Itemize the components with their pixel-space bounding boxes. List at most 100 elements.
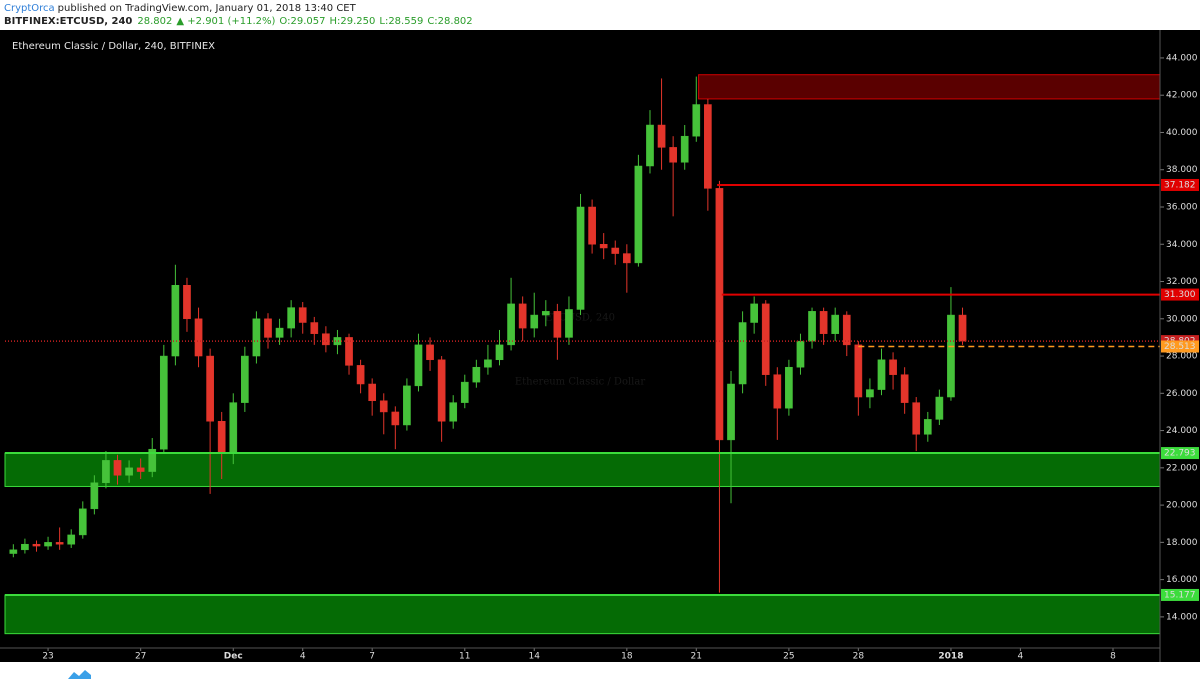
candle-body (206, 355, 214, 422)
price-label: 15.177 (1161, 588, 1199, 601)
y-tick-label: 44.000 (1166, 53, 1198, 63)
price-label: 28.513 (1161, 340, 1199, 353)
candle-body (611, 247, 620, 254)
candle-body (484, 359, 492, 368)
candle-body (345, 337, 353, 366)
candle-body (576, 206, 585, 310)
price-label: 37.182 (1161, 178, 1199, 191)
candle-body (21, 543, 29, 551)
candle-body (55, 542, 64, 545)
price-label-text: 37.182 (1164, 180, 1196, 190)
candle-body (507, 303, 515, 346)
zone (4, 452, 1161, 487)
candle-body (67, 534, 76, 545)
candle-body (113, 460, 122, 476)
candle-body (750, 303, 759, 323)
candle-body (599, 244, 608, 249)
candle-body (183, 284, 191, 320)
candle-body (669, 147, 677, 163)
x-tick-label: 25 (783, 652, 794, 662)
price-label-text: 15.177 (1164, 590, 1196, 600)
y-tick-label: 28.000 (1166, 352, 1198, 362)
candle-body (102, 460, 110, 483)
price-label-box (1161, 588, 1199, 601)
candle-body (194, 318, 203, 357)
header-bar (0, 0, 1200, 30)
candle-body (298, 307, 307, 323)
y-tick-label: 42.000 (1166, 91, 1198, 101)
candle-body (368, 383, 377, 402)
candle-body (125, 467, 133, 476)
candle-body (449, 402, 458, 422)
y-tick-label: 32.000 (1166, 277, 1198, 287)
candle-body (808, 311, 816, 342)
price-label-box (1161, 340, 1199, 353)
candle-body (831, 314, 840, 334)
x-tick-label: 2018 (938, 652, 963, 662)
candle-body (715, 188, 724, 441)
candle-body (738, 322, 747, 385)
x-tick-label: 18 (621, 652, 633, 662)
candle-body (622, 253, 631, 264)
candle-body (310, 322, 319, 334)
candle-body (773, 374, 782, 409)
x-tick-label: 21 (691, 652, 702, 662)
ohlc: O:29.057 (279, 16, 325, 27)
chart-legend: Ethereum Classic / Dollar, 240, BITFINEX (12, 41, 215, 52)
candle-body (403, 385, 411, 426)
zone (4, 594, 1161, 635)
author[interactable]: CryptOrca (4, 3, 55, 14)
header-line: CryptOrca published on TradingView.com, J… (4, 3, 357, 14)
x-tick-label: 23 (42, 652, 53, 662)
candle-body (437, 359, 446, 422)
candle-body (727, 383, 735, 441)
candle-body (229, 402, 238, 454)
candle-body (889, 359, 897, 375)
watermark: ETCUSD, 240 (545, 313, 615, 324)
candle-body (565, 309, 573, 338)
candle-body (704, 104, 712, 189)
candle-body (530, 314, 539, 329)
candle-body (414, 344, 423, 387)
y-tick-label: 18.000 (1166, 538, 1198, 548)
candle-body (854, 344, 863, 398)
y-tick-label: 20.000 (1166, 501, 1198, 511)
candle-body (877, 359, 886, 390)
candle-body (78, 508, 87, 536)
candle-body (460, 381, 469, 403)
x-tick-label: 4 (300, 652, 306, 662)
candle-body (680, 135, 689, 163)
zone (698, 74, 1161, 100)
candle-body (90, 482, 99, 510)
candle-body (252, 318, 261, 357)
price-label-text: 31.300 (1164, 290, 1196, 300)
candle-body (275, 327, 284, 338)
candle-body (241, 355, 249, 403)
candle-body (935, 396, 944, 420)
symbol: BITFINEX:ETCUSD, 240 (4, 16, 132, 27)
candle-body (796, 340, 805, 368)
last-price: 28.802 (137, 16, 172, 27)
x-tick-label: 14 (529, 652, 541, 662)
candle-body (900, 374, 909, 403)
candle-body (646, 124, 654, 167)
candle-body (322, 333, 330, 346)
price-label-box (1161, 288, 1199, 301)
candle-body (947, 314, 955, 398)
x-tick-label: 4 (1018, 652, 1024, 662)
ohlc: H:29.250 (329, 16, 375, 27)
price-label: 31.300 (1161, 288, 1199, 301)
y-tick-label: 16.000 (1166, 575, 1198, 585)
candle-body (217, 421, 226, 454)
price-label-text: 28.513 (1164, 342, 1196, 352)
x-tick-label: 27 (135, 652, 146, 662)
ohlc: C:28.802 (427, 16, 472, 27)
change: ▲ +2.901 (+11.2%) (176, 16, 275, 27)
tradingview-logo (68, 670, 91, 679)
candle-body (518, 303, 527, 329)
candle-body (692, 104, 701, 137)
watermark: Ethereum Classic / Dollar (515, 377, 645, 388)
candle-body (634, 165, 643, 264)
candle-body (44, 542, 52, 547)
